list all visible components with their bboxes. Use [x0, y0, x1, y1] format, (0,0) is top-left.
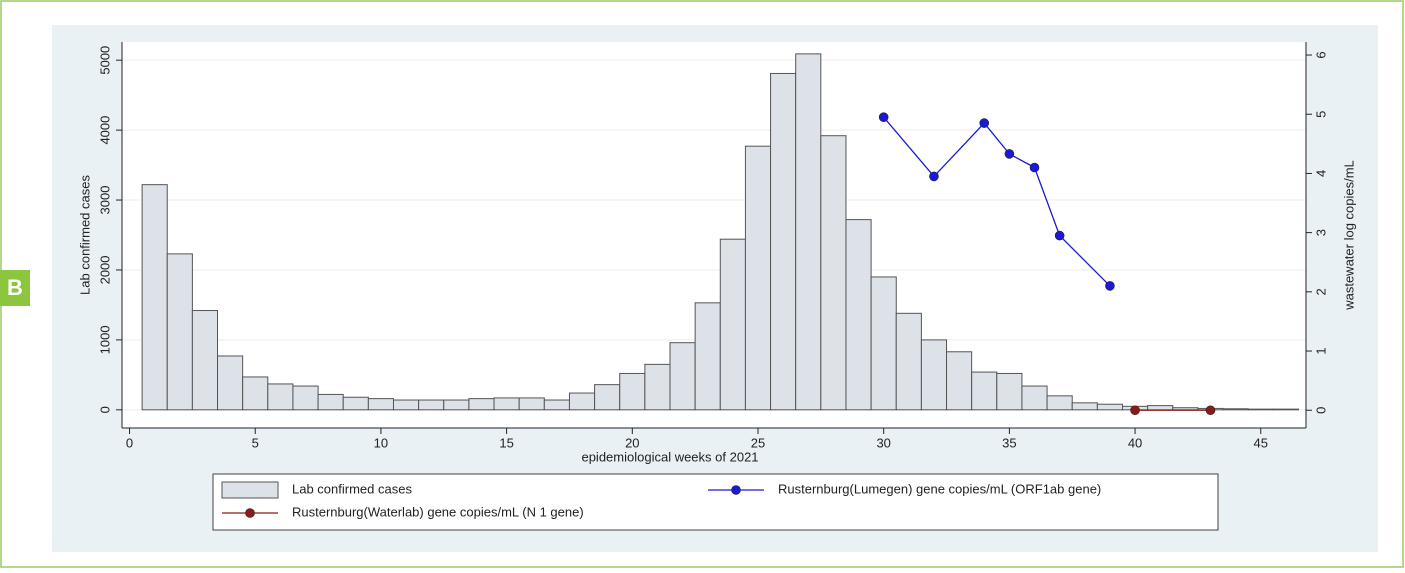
y2-tick-label: 6 — [1313, 51, 1328, 58]
y2-tick-label: 2 — [1313, 288, 1328, 295]
bar — [543, 399, 570, 411]
legend-swatch — [731, 485, 741, 495]
legend-label: Lab confirmed cases — [292, 481, 412, 496]
bar — [418, 399, 445, 411]
y2-axis-label: wastewater log copies/mL — [1341, 160, 1356, 311]
bar — [594, 384, 621, 411]
marker — [1130, 405, 1140, 416]
y-axis-label: Lab confirmed cases — [77, 175, 92, 295]
x-axis-label: epidemiological weeks of 2021 — [581, 449, 758, 464]
bar — [468, 398, 495, 411]
bar — [166, 253, 193, 411]
marker — [1029, 162, 1040, 173]
bar — [920, 339, 948, 411]
x-tick-label: 25 — [751, 435, 765, 450]
y2-tick-label: 1 — [1313, 347, 1328, 354]
panel-label: B — [7, 275, 23, 300]
bar — [1172, 407, 1199, 411]
panel-badge — [0, 270, 30, 306]
bar — [644, 363, 671, 411]
bar — [1021, 385, 1048, 411]
y2-tick-label: 0 — [1313, 407, 1328, 414]
bar — [1071, 402, 1098, 411]
y-tick-label: 5000 — [97, 46, 112, 75]
bar — [1272, 408, 1299, 411]
bar — [518, 397, 545, 411]
bar — [669, 342, 696, 411]
bar — [996, 372, 1023, 411]
y2-tick-label: 3 — [1313, 229, 1328, 236]
x-tick-label: 20 — [625, 435, 639, 450]
x-tick-label: 10 — [374, 435, 388, 450]
bar — [1096, 403, 1123, 411]
bar — [191, 310, 219, 411]
y2-tick-label: 5 — [1313, 111, 1328, 118]
y-tick-label: 2000 — [97, 256, 112, 285]
bar — [392, 399, 420, 411]
bar — [1222, 408, 1249, 411]
bar — [292, 385, 319, 411]
bar — [946, 351, 973, 411]
bar — [242, 376, 269, 411]
y-tick-label: 4000 — [97, 116, 112, 145]
legend-label: Rusternburg(Lumegen) gene copies/mL (ORF… — [778, 481, 1101, 496]
bar — [443, 399, 470, 411]
marker — [979, 118, 990, 128]
bar — [1147, 405, 1174, 411]
bar — [141, 184, 168, 411]
x-tick-label: 40 — [1128, 435, 1142, 450]
marker — [878, 112, 889, 122]
bar — [895, 312, 922, 411]
bar — [493, 397, 520, 411]
legend — [212, 473, 1219, 531]
y-tick-label: 3000 — [97, 186, 112, 215]
y-tick-label: 1000 — [97, 325, 112, 354]
bar — [317, 393, 344, 411]
legend-swatch — [245, 508, 255, 518]
bar — [870, 276, 897, 411]
bar — [845, 219, 872, 411]
bar — [619, 372, 646, 411]
marker — [1004, 149, 1015, 159]
bar — [568, 392, 596, 411]
marker — [929, 171, 939, 182]
x-tick-label: 0 — [126, 435, 133, 450]
bar — [795, 53, 822, 411]
marker — [1205, 405, 1216, 416]
bar — [820, 135, 847, 411]
x-tick-label: 5 — [252, 435, 259, 450]
legend-swatch — [221, 481, 279, 499]
bar — [1247, 408, 1274, 411]
x-tick-label: 30 — [876, 435, 890, 450]
y-tick-label: 0 — [97, 406, 112, 413]
bar — [267, 383, 294, 411]
marker — [1105, 281, 1115, 291]
bar — [971, 371, 998, 411]
bar — [770, 72, 797, 411]
x-tick-label: 45 — [1254, 435, 1268, 450]
bar — [367, 398, 394, 411]
bar — [744, 145, 772, 411]
marker — [1054, 230, 1065, 241]
bar — [719, 238, 746, 411]
x-tick-label: 15 — [499, 435, 513, 450]
x-tick-label: 35 — [1002, 435, 1016, 450]
legend-label: Rusternburg(Waterlab) gene copies/mL (N … — [292, 504, 584, 519]
bar — [694, 302, 721, 411]
bar — [1046, 395, 1073, 411]
bar — [342, 396, 369, 411]
y2-tick-label: 4 — [1313, 170, 1328, 177]
bar — [217, 355, 244, 411]
